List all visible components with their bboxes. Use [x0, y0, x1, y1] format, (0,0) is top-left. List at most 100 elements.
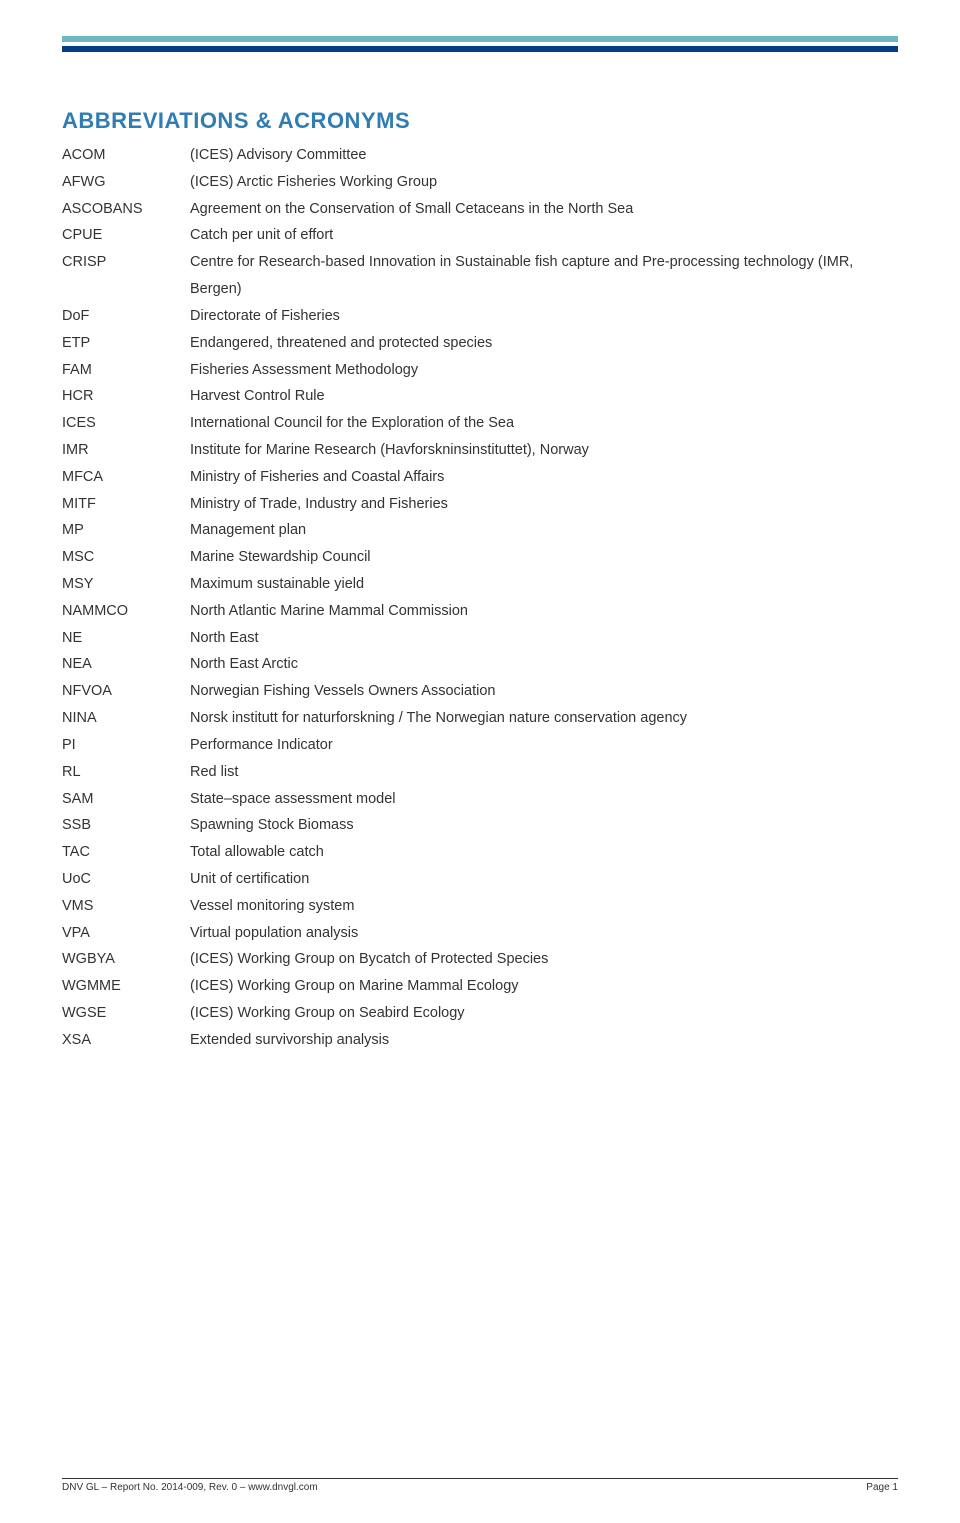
page: ABBREVIATIONS & ACRONYMS ACOM(ICES) Advi…: [0, 0, 960, 1523]
abbreviation: SAM: [62, 786, 190, 813]
definition-row: WGMME(ICES) Working Group on Marine Mamm…: [62, 973, 898, 1000]
definition-row: IMRInstitute for Marine Research (Havfor…: [62, 437, 898, 464]
definition-row: RLRed list: [62, 759, 898, 786]
abbreviation: ACOM: [62, 142, 190, 169]
abbreviation: XSA: [62, 1027, 190, 1054]
definition: Vessel monitoring system: [190, 893, 898, 920]
definition-row: PIPerformance Indicator: [62, 732, 898, 759]
definition: Norwegian Fishing Vessels Owners Associa…: [190, 678, 898, 705]
definition-row: SSBSpawning Stock Biomass: [62, 812, 898, 839]
abbreviation: SSB: [62, 812, 190, 839]
definition: Harvest Control Rule: [190, 383, 898, 410]
page-title: ABBREVIATIONS & ACRONYMS: [62, 108, 898, 134]
abbreviation: WGSE: [62, 1000, 190, 1027]
definition-row: NAMMCONorth Atlantic Marine Mammal Commi…: [62, 598, 898, 625]
definition-row: ACOM(ICES) Advisory Committee: [62, 142, 898, 169]
definition-row: MITFMinistry of Trade, Industry and Fish…: [62, 491, 898, 518]
abbreviation: VMS: [62, 893, 190, 920]
definition: Extended survivorship analysis: [190, 1027, 898, 1054]
definition: Endangered, threatened and protected spe…: [190, 330, 898, 357]
definition: Norsk institutt for naturforskning / The…: [190, 705, 898, 732]
definition-row: ICESInternational Council for the Explor…: [62, 410, 898, 437]
definition: Red list: [190, 759, 898, 786]
definitions-list: ACOM(ICES) Advisory CommitteeAFWG(ICES) …: [62, 142, 898, 1054]
abbreviation: NFVOA: [62, 678, 190, 705]
header-bars: [62, 0, 898, 52]
definition-row: VMSVessel monitoring system: [62, 893, 898, 920]
definition: (ICES) Advisory Committee: [190, 142, 898, 169]
abbreviation: NEA: [62, 651, 190, 678]
definition: International Council for the Exploratio…: [190, 410, 898, 437]
definition-row: VPAVirtual population analysis: [62, 920, 898, 947]
abbreviation: DoF: [62, 303, 190, 330]
abbreviation: IMR: [62, 437, 190, 464]
abbreviation: TAC: [62, 839, 190, 866]
definition-row: XSAExtended survivorship analysis: [62, 1027, 898, 1054]
abbreviation: MP: [62, 517, 190, 544]
definition-row: MSYMaximum sustainable yield: [62, 571, 898, 598]
definition: Directorate of Fisheries: [190, 303, 898, 330]
definition: North Atlantic Marine Mammal Commission: [190, 598, 898, 625]
abbreviation: NAMMCO: [62, 598, 190, 625]
abbreviation: CPUE: [62, 222, 190, 249]
abbreviation: ICES: [62, 410, 190, 437]
definition: Ministry of Fisheries and Coastal Affair…: [190, 464, 898, 491]
definition: Performance Indicator: [190, 732, 898, 759]
definition-row: HCRHarvest Control Rule: [62, 383, 898, 410]
definition-row: NINANorsk institutt for naturforskning /…: [62, 705, 898, 732]
definition: Agreement on the Conservation of Small C…: [190, 196, 898, 223]
definition-row: ASCOBANSAgreement on the Conservation of…: [62, 196, 898, 223]
definition: Ministry of Trade, Industry and Fisherie…: [190, 491, 898, 518]
abbreviation: MITF: [62, 491, 190, 518]
definition-row: MPManagement plan: [62, 517, 898, 544]
abbreviation: WGBYA: [62, 946, 190, 973]
definition-row: NEANorth East Arctic: [62, 651, 898, 678]
abbreviation: MFCA: [62, 464, 190, 491]
definition-row: TACTotal allowable catch: [62, 839, 898, 866]
header-bar-teal: [62, 36, 898, 42]
abbreviation: VPA: [62, 920, 190, 947]
definition-row: AFWG(ICES) Arctic Fisheries Working Grou…: [62, 169, 898, 196]
definition-row: ETPEndangered, threatened and protected …: [62, 330, 898, 357]
definition: Unit of certification: [190, 866, 898, 893]
definition: Catch per unit of effort: [190, 222, 898, 249]
definition-row: UoCUnit of certification: [62, 866, 898, 893]
definition-row: NENorth East: [62, 625, 898, 652]
definition: North East: [190, 625, 898, 652]
abbreviation: ASCOBANS: [62, 196, 190, 223]
definition-row: WGBYA(ICES) Working Group on Bycatch of …: [62, 946, 898, 973]
definition-row: CPUECatch per unit of effort: [62, 222, 898, 249]
footer: DNV GL – Report No. 2014-009, Rev. 0 – w…: [62, 1478, 898, 1493]
footer-right: Page 1: [866, 1482, 898, 1493]
definition: (ICES) Arctic Fisheries Working Group: [190, 169, 898, 196]
definition: State–space assessment model: [190, 786, 898, 813]
definition: Management plan: [190, 517, 898, 544]
footer-left: DNV GL – Report No. 2014-009, Rev. 0 – w…: [62, 1482, 318, 1493]
definition-row: NFVOANorwegian Fishing Vessels Owners As…: [62, 678, 898, 705]
definition: Institute for Marine Research (Havforskn…: [190, 437, 898, 464]
abbreviation: MSC: [62, 544, 190, 571]
abbreviation: UoC: [62, 866, 190, 893]
definition-row: SAMState–space assessment model: [62, 786, 898, 813]
definition-row: WGSE(ICES) Working Group on Seabird Ecol…: [62, 1000, 898, 1027]
definition: Marine Stewardship Council: [190, 544, 898, 571]
abbreviation: NE: [62, 625, 190, 652]
definition: Spawning Stock Biomass: [190, 812, 898, 839]
definition-row: DoFDirectorate of Fisheries: [62, 303, 898, 330]
abbreviation: CRISP: [62, 249, 190, 276]
abbreviation: WGMME: [62, 973, 190, 1000]
definition: (ICES) Working Group on Seabird Ecology: [190, 1000, 898, 1027]
definition: North East Arctic: [190, 651, 898, 678]
definition: (ICES) Working Group on Marine Mammal Ec…: [190, 973, 898, 1000]
abbreviation: FAM: [62, 357, 190, 384]
abbreviation: NINA: [62, 705, 190, 732]
definition-row: CRISPCentre for Research-based Innovatio…: [62, 249, 898, 303]
definition: Fisheries Assessment Methodology: [190, 357, 898, 384]
abbreviation: RL: [62, 759, 190, 786]
definition-row: FAMFisheries Assessment Methodology: [62, 357, 898, 384]
definition: Total allowable catch: [190, 839, 898, 866]
abbreviation: MSY: [62, 571, 190, 598]
abbreviation: HCR: [62, 383, 190, 410]
definition: Maximum sustainable yield: [190, 571, 898, 598]
content: ABBREVIATIONS & ACRONYMS ACOM(ICES) Advi…: [62, 52, 898, 1054]
